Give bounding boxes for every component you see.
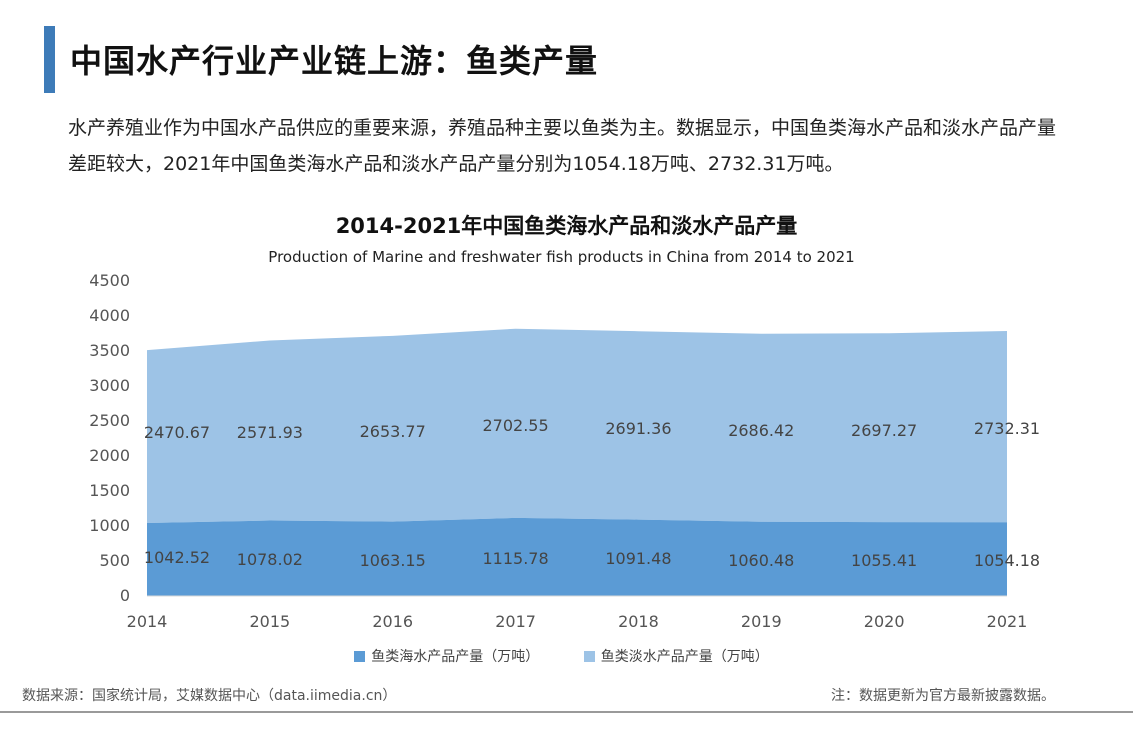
y-tick-label: 3500 xyxy=(89,341,130,360)
y-tick-label: 2000 xyxy=(89,446,130,465)
data-label-freshwater: 2470.67 xyxy=(144,423,210,442)
y-tick-label: 500 xyxy=(99,551,130,570)
data-label-freshwater: 2571.93 xyxy=(237,423,303,442)
y-tick-label: 3000 xyxy=(89,376,130,395)
data-label-marine: 1063.15 xyxy=(360,551,426,570)
chart-subtitle: Production of Marine and freshwater fish… xyxy=(268,248,855,266)
data-label-marine: 1055.41 xyxy=(851,551,917,570)
legend-item-freshwater: 鱼类淡水产品产量（万吨） xyxy=(583,646,769,666)
data-note: 注：数据更新为官方最新披露数据。 xyxy=(831,688,1055,704)
source-note: 数据来源：国家统计局，艾媒数据中心（data.iimedia.cn） xyxy=(22,688,397,704)
x-tick-label: 2017 xyxy=(495,612,536,631)
legend-label-marine: 鱼类海水产品产量（万吨） xyxy=(371,649,540,665)
data-label-freshwater: 2702.55 xyxy=(482,416,548,435)
data-label-marine: 1078.02 xyxy=(237,550,303,569)
data-label-freshwater: 2697.27 xyxy=(851,421,917,440)
data-label-freshwater: 2653.77 xyxy=(360,422,426,441)
data-label-freshwater: 2691.36 xyxy=(605,419,671,438)
data-label-marine: 1054.18 xyxy=(974,551,1040,570)
y-tick-label: 1500 xyxy=(89,481,130,500)
chart-title: 2014-2021年中国鱼类海水产品和淡水产品产量 xyxy=(335,214,798,238)
x-tick-label: 2019 xyxy=(741,612,782,631)
y-tick-label: 1000 xyxy=(89,516,130,535)
chart-legend: 鱼类海水产品产量（万吨） 鱼类淡水产品产量（万吨） xyxy=(0,646,1123,666)
area-marine xyxy=(147,517,1007,596)
y-tick-label: 4000 xyxy=(89,306,130,325)
x-tick-label: 2020 xyxy=(864,612,905,631)
title-accent-bar xyxy=(44,26,55,93)
y-tick-label: 2500 xyxy=(89,411,130,430)
x-tick-label: 2016 xyxy=(372,612,413,631)
x-tick-label: 2014 xyxy=(127,612,168,631)
data-label-marine: 1060.48 xyxy=(728,551,794,570)
area-freshwater xyxy=(147,328,1007,524)
footer-divider xyxy=(0,711,1133,713)
page-title: 中国水产行业产业链上游：鱼类产量 xyxy=(70,42,599,80)
x-tick-label: 2018 xyxy=(618,612,659,631)
data-label-marine: 1042.52 xyxy=(144,548,210,567)
data-label-freshwater: 2686.42 xyxy=(728,421,794,440)
legend-label-freshwater: 鱼类淡水产品产量（万吨） xyxy=(600,649,769,665)
intro-paragraph: 水产养殖业作为中国水产品供应的重要来源，养殖品种主要以鱼类为主。数据显示，中国鱼… xyxy=(68,117,1057,175)
x-tick-label: 2021 xyxy=(987,612,1028,631)
legend-swatch-marine xyxy=(354,651,366,662)
y-tick-label: 0 xyxy=(120,586,130,605)
data-label-marine: 1091.48 xyxy=(605,549,671,568)
y-tick-label: 4500 xyxy=(89,271,130,290)
legend-item-marine: 鱼类海水产品产量（万吨） xyxy=(354,646,539,666)
x-tick-label: 2015 xyxy=(249,612,290,631)
legend-swatch-freshwater xyxy=(583,651,595,662)
data-label-freshwater: 2732.31 xyxy=(974,419,1040,438)
data-label-marine: 1115.78 xyxy=(482,549,548,568)
